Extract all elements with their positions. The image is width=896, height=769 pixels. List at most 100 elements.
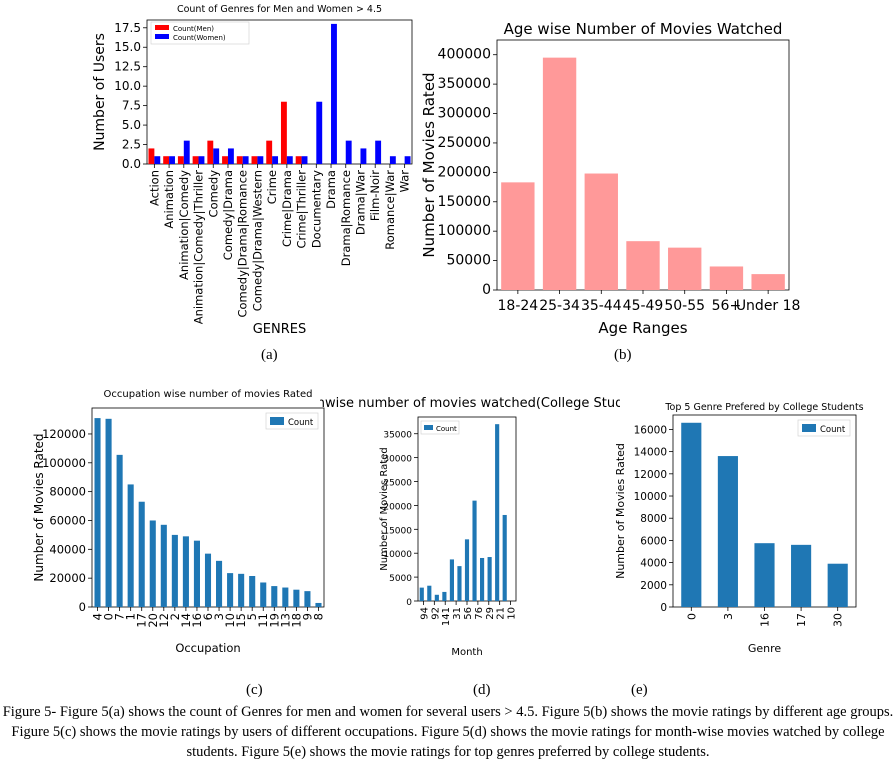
bar bbox=[249, 575, 256, 607]
legend-box bbox=[420, 420, 460, 435]
chart-title: Count of Genres for Men and Women > 4.5 bbox=[177, 4, 382, 15]
y-tick-label: 100000 bbox=[438, 223, 491, 239]
y-axis-label: Number of Movies Rated bbox=[379, 447, 390, 570]
legend-label: Count bbox=[288, 418, 314, 428]
x-tick-label: 11 bbox=[256, 613, 270, 628]
chart-c: Occupation wise number of movies Rated 0 2… bbox=[32, 389, 325, 655]
legend-box bbox=[150, 21, 250, 45]
chart-title: Occupation wise number of movies Rated bbox=[104, 389, 313, 400]
y-tick-label: 6000 bbox=[640, 535, 667, 547]
x-tick-label: 1 bbox=[124, 613, 138, 620]
x-tick-label: Comedy|Drama bbox=[221, 170, 235, 260]
x-tick-label: 45-49 bbox=[623, 298, 664, 314]
x-tick-label: Animation bbox=[162, 170, 176, 229]
bar bbox=[487, 557, 492, 601]
y-tick-label: 35000 bbox=[383, 431, 412, 441]
bar bbox=[584, 173, 618, 290]
bar bbox=[148, 148, 155, 164]
legend-label: Count(Women) bbox=[173, 34, 226, 42]
bar bbox=[457, 566, 462, 601]
bar bbox=[257, 156, 264, 164]
x-tick-label: Comedy|Drama|Romance bbox=[236, 170, 250, 318]
bar bbox=[266, 140, 273, 164]
x-tick-label: War bbox=[398, 170, 412, 193]
y-axis-label: Number of Movies Rated bbox=[32, 433, 46, 581]
bar bbox=[171, 534, 178, 607]
x-axis-label: Age Ranges bbox=[598, 319, 687, 337]
bar bbox=[127, 484, 134, 607]
sublabel-e: (e) bbox=[631, 682, 648, 698]
bar bbox=[149, 520, 156, 607]
x-tick-label: Crime|Thriller bbox=[295, 170, 309, 249]
x-axis-label: Genre bbox=[748, 642, 782, 655]
x-tick-label: 21 bbox=[496, 607, 507, 620]
y-tick-label: 12.5 bbox=[114, 60, 141, 74]
x-axis-label: Occupation bbox=[175, 641, 240, 655]
bar bbox=[345, 140, 352, 164]
x-tick-label: 56 bbox=[463, 607, 474, 620]
y-tick-label: 5000 bbox=[389, 574, 412, 584]
x-tick-label: Drama|War bbox=[353, 170, 367, 235]
bar bbox=[442, 591, 447, 601]
legend-swatch bbox=[424, 425, 433, 430]
y-tick-label: 300000 bbox=[438, 106, 491, 122]
bar bbox=[183, 140, 190, 164]
figure-caption: Figure 5- Figure 5(a) shows the count of… bbox=[2, 704, 894, 760]
x-axis-label: Month bbox=[451, 647, 482, 658]
x-tick-label: 15 bbox=[234, 613, 248, 628]
x-tick-label: 4 bbox=[91, 613, 105, 620]
chart-e: Top 5 Genre Prefered by College Students… bbox=[614, 402, 864, 655]
x-tick-label: Comedy|Drama|Western bbox=[250, 170, 264, 311]
sublabel-a: (a) bbox=[261, 347, 278, 363]
bar bbox=[116, 454, 123, 607]
bar bbox=[316, 101, 323, 164]
bar bbox=[827, 563, 848, 607]
y-tick-label: 17.5 bbox=[114, 21, 141, 35]
y-tick-label: 150000 bbox=[438, 194, 491, 210]
x-tick-label: 14 bbox=[179, 613, 193, 628]
y-tick-label: 100000 bbox=[42, 456, 86, 470]
chart-title: Age wise Number of Movies Watched bbox=[504, 20, 783, 38]
x-tick-label: 0 bbox=[685, 613, 698, 620]
x-tick-label: 9 bbox=[300, 613, 314, 620]
x-tick-label: 76 bbox=[474, 607, 485, 620]
y-tick-label: 40000 bbox=[49, 542, 86, 556]
sublabel-c: (c) bbox=[246, 682, 263, 698]
y-tick-label: 80000 bbox=[49, 485, 86, 499]
x-tick-label: 31 bbox=[452, 607, 463, 620]
bar bbox=[502, 514, 507, 601]
bar bbox=[360, 148, 367, 164]
bar bbox=[271, 586, 278, 607]
y-tick-label: 50000 bbox=[446, 253, 491, 269]
x-tick-label: Under 18 bbox=[736, 298, 801, 314]
bar bbox=[375, 140, 382, 164]
x-tick-label: Film-Noir bbox=[368, 170, 382, 221]
bar bbox=[315, 602, 322, 607]
bar bbox=[177, 156, 184, 164]
bar bbox=[138, 501, 145, 607]
x-tick-label: 50-55 bbox=[664, 298, 705, 314]
bar bbox=[272, 156, 279, 164]
bar bbox=[192, 156, 199, 164]
y-tick-label: 0 bbox=[660, 602, 667, 614]
x-tick-label: Crime bbox=[265, 170, 279, 204]
x-tick-label: 20 bbox=[146, 613, 160, 628]
chart-title: Monthwise number of movies watched(Colle… bbox=[320, 396, 620, 411]
bar bbox=[501, 182, 535, 290]
y-tick-label: 12000 bbox=[634, 469, 667, 481]
bar bbox=[182, 536, 189, 607]
legend-label: Count bbox=[820, 425, 846, 435]
chart-title: Top 5 Genre Prefered by College Students bbox=[664, 402, 863, 413]
y-tick-label: 0 bbox=[406, 598, 412, 608]
bar bbox=[791, 544, 812, 607]
bar bbox=[238, 573, 245, 607]
x-tick-label: 56+ bbox=[712, 298, 742, 314]
bar bbox=[480, 557, 485, 601]
legend-label: Count(Men) bbox=[173, 25, 214, 33]
x-tick-label: 10 bbox=[507, 607, 518, 620]
x-tick-label: 7 bbox=[113, 613, 127, 620]
x-tick-label: 18-24 bbox=[498, 298, 539, 314]
bar bbox=[163, 156, 170, 164]
bar bbox=[681, 422, 702, 607]
bar bbox=[717, 456, 738, 607]
